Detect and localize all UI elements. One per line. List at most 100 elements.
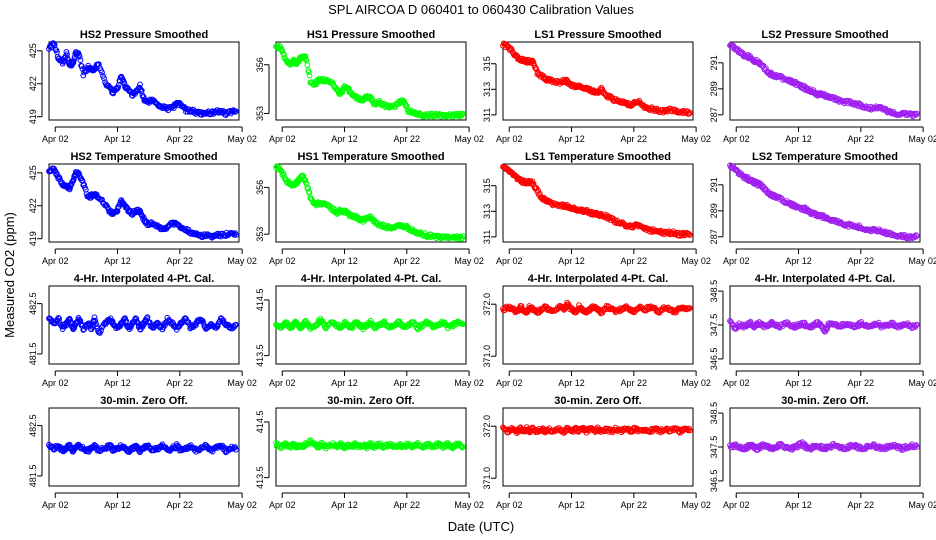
panel-title: HS1 Temperature Smoothed (297, 151, 444, 163)
plot-frame (502, 285, 694, 365)
data-point (549, 428, 556, 435)
x-tick-label: Apr 12 (558, 378, 585, 388)
data-point (529, 178, 536, 185)
data-point (686, 305, 692, 312)
x-tick-label: Apr 22 (621, 256, 648, 266)
y-tick-label: 371.0 (482, 467, 492, 490)
data-point (91, 314, 98, 321)
x-tick-label: Apr 22 (394, 134, 421, 144)
y-axis-label: Measured CO2 (ppm) (2, 212, 17, 338)
data-point (93, 320, 99, 327)
x-tick-label: May 02 (227, 500, 257, 510)
data-point (391, 322, 398, 328)
x-tick-label: Apr 12 (558, 500, 585, 510)
data-point (687, 305, 693, 311)
data-point (127, 324, 134, 331)
data-point (306, 190, 313, 196)
data-series (273, 315, 466, 333)
data-series (727, 42, 920, 120)
x-tick-label: May 02 (908, 256, 936, 266)
data-point (536, 72, 542, 78)
data-point (305, 69, 312, 75)
x-tick-label: Apr 02 (496, 378, 523, 388)
data-point (460, 110, 466, 117)
y-tick-label: 482.5 (28, 414, 38, 437)
data-point (914, 444, 920, 450)
y-tick-label: 425 (28, 43, 38, 58)
x-tick-label: Apr 22 (621, 134, 648, 144)
x-tick-label: May 02 (227, 256, 257, 266)
data-point (913, 232, 919, 239)
data-point (504, 42, 511, 49)
data-series (273, 163, 466, 242)
y-tick-label: 372.0 (482, 293, 492, 316)
data-point (460, 443, 466, 450)
data-series (500, 299, 693, 317)
y-tick-label: 353 (255, 227, 265, 242)
data-series (500, 424, 693, 437)
x-tick-label: May 02 (908, 378, 936, 388)
data-series (500, 163, 693, 239)
data-point (139, 213, 146, 219)
y-tick-label: 313 (482, 204, 492, 219)
y-tick-label: 414.5 (255, 411, 265, 434)
plot-frame (729, 41, 921, 121)
panel-title: LS1 Pressure Smoothed (534, 29, 661, 41)
data-point (101, 75, 107, 82)
x-tick-label: May 02 (454, 500, 484, 510)
chart-panel: 4-Hr. Interpolated 4-Pt. Cal. Apr 02 Apr 1… (255, 273, 484, 388)
data-point (687, 232, 693, 239)
data-point (133, 315, 140, 322)
x-tick-label: May 02 (227, 378, 257, 388)
data-point (457, 233, 464, 240)
x-tick-label: Apr 02 (269, 378, 296, 388)
x-tick-label: Apr 22 (621, 378, 648, 388)
data-point (687, 427, 693, 434)
chart-panel: LS1 Temperature Smoothed Apr 02 Apr 12 Apr … (482, 151, 711, 266)
data-point (64, 51, 70, 58)
data-point (844, 97, 851, 104)
y-tick-label: 482.5 (28, 292, 38, 315)
panel-title: LS1 Temperature Smoothed (525, 151, 671, 163)
data-series (727, 162, 920, 242)
data-point (635, 305, 642, 311)
x-tick-label: Apr 12 (331, 256, 358, 266)
data-point (55, 315, 62, 321)
data-point (122, 315, 128, 322)
panel-grid: HS2 Pressure Smoothed Apr 02 Apr 12 Apr 22 M… (28, 29, 936, 510)
data-point (283, 179, 290, 186)
chart-panel: LS1 Pressure Smoothed Apr 02 Apr 12 Apr 22 M… (482, 29, 711, 144)
data-point (115, 81, 122, 88)
x-tick-label: Apr 02 (723, 256, 750, 266)
x-tick-label: May 02 (908, 134, 936, 144)
x-tick-label: Apr 12 (785, 256, 812, 266)
data-point (232, 444, 239, 451)
data-point (645, 105, 652, 112)
data-point (322, 200, 329, 207)
x-tick-label: Apr 22 (167, 378, 194, 388)
y-tick-label: 353 (255, 106, 265, 121)
data-point (326, 78, 332, 85)
data-point (687, 109, 693, 116)
y-tick-label: 315 (482, 56, 492, 71)
data-point (148, 323, 155, 330)
y-tick-label: 347.5 (709, 314, 719, 337)
data-point (459, 111, 466, 118)
data-point (78, 63, 85, 69)
x-tick-label: Apr 02 (723, 134, 750, 144)
data-point (606, 214, 613, 221)
chart-panel: HS1 Pressure Smoothed Apr 02 Apr 12 Apr 22 M… (255, 29, 484, 144)
data-series (273, 437, 466, 452)
plot-frame (48, 41, 240, 121)
chart-panel: HS1 Temperature Smoothed Apr 02 Apr 12 Apr … (255, 151, 484, 266)
data-series (46, 40, 239, 118)
x-tick-label: Apr 12 (331, 378, 358, 388)
x-tick-label: May 02 (227, 134, 257, 144)
plot-frame (729, 163, 921, 243)
data-point (914, 321, 920, 328)
data-point (508, 46, 515, 53)
y-tick-label: 289 (709, 81, 719, 96)
data-series (273, 42, 466, 120)
y-tick-label: 313 (482, 82, 492, 97)
x-tick-label: Apr 02 (496, 500, 523, 510)
